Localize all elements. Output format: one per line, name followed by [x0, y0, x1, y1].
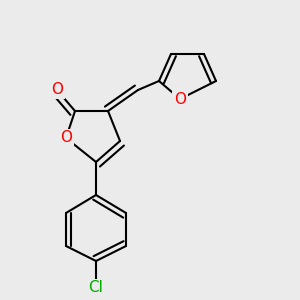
Text: O: O [174, 92, 186, 106]
Text: Cl: Cl [88, 280, 104, 296]
Text: O: O [51, 82, 63, 98]
Text: O: O [60, 130, 72, 146]
